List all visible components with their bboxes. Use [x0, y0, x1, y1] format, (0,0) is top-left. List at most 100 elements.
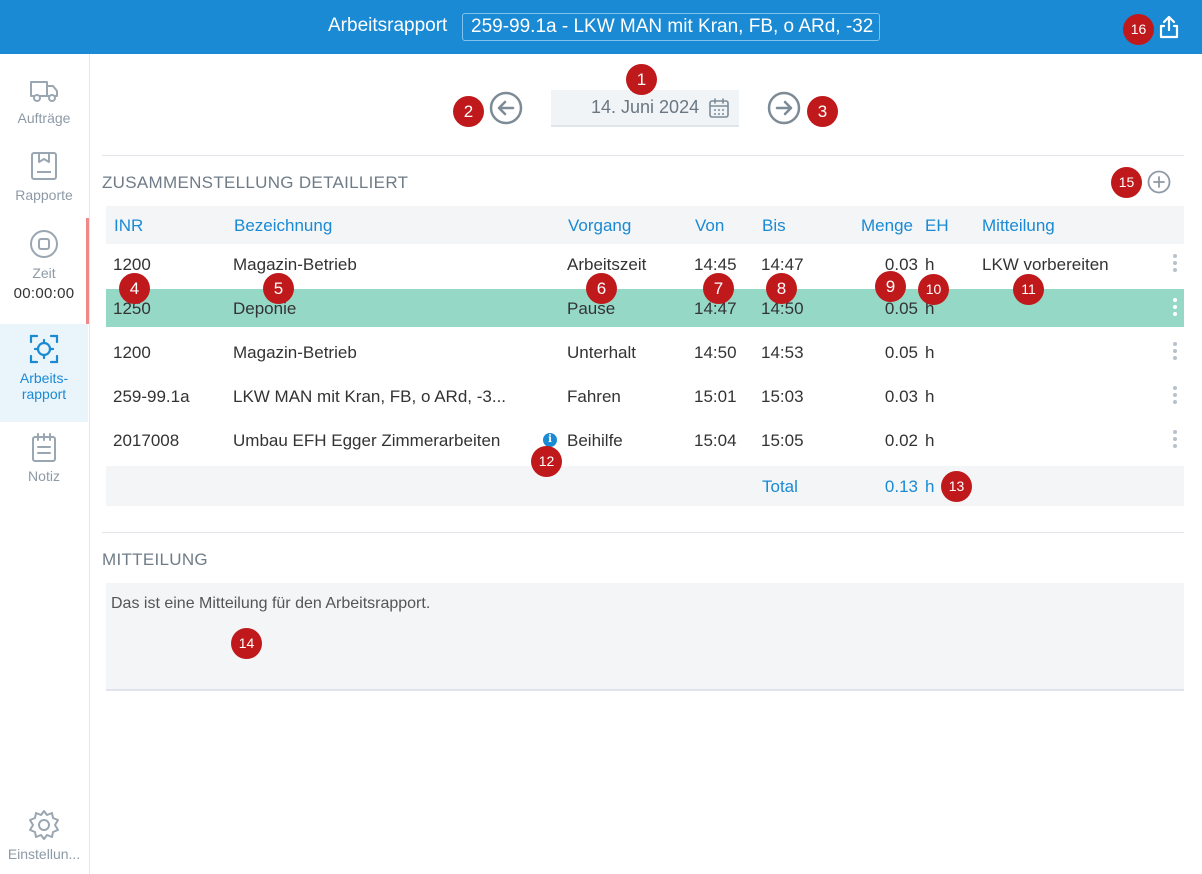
total-unit: h [925, 477, 935, 496]
cell-bis: 14:47 [761, 255, 804, 274]
row-menu-icon[interactable] [1172, 342, 1178, 362]
column-header-inr[interactable]: INR [114, 216, 144, 235]
sidebar-item-label: Einstellun... [7, 846, 81, 862]
cell-bis: 15:03 [761, 387, 804, 406]
annotation-badge: 13 [941, 471, 972, 502]
cell-vorgang: Fahren [567, 387, 621, 406]
cell-von: 14:50 [694, 343, 737, 362]
cell-von: 15:04 [694, 431, 737, 450]
sidebar-item-label: Rapporte [15, 187, 73, 203]
message-field[interactable]: Das ist eine Mitteilung für den Arbeitsr… [106, 583, 1184, 691]
annotation-badge: 11 [1013, 274, 1044, 305]
cell-bezeichnung: Magazin-Betrieb [233, 255, 357, 274]
row-menu-icon[interactable] [1172, 298, 1178, 318]
cell-bezeichnung: Umbau EFH Egger Zimmerarbeiten [233, 431, 501, 450]
cell-eh: h [925, 431, 935, 450]
report-icon [31, 152, 57, 180]
top-bar: Arbeitsrapport 259-99.1a - LKW MAN mit K… [0, 0, 1202, 54]
cell-bis: 14:50 [761, 299, 804, 318]
divider [102, 155, 1184, 156]
total-label: Total [762, 477, 798, 496]
target-icon [29, 334, 59, 364]
table-row[interactable]: 259-99.1a LKW MAN mit Kran, FB, o ARd, -… [106, 377, 1184, 415]
message-text: Das ist eine Mitteilung für den Arbeitsr… [111, 595, 431, 612]
cell-inr: 2017008 [113, 431, 180, 450]
column-header-mitteilung[interactable]: Mitteilung [982, 216, 1055, 235]
sidebar-item-label: rapport [21, 386, 67, 402]
cell-inr: 259-99.1a [113, 387, 190, 406]
total-value: 0.13 [884, 477, 918, 496]
cell-inr: 1200 [113, 343, 151, 362]
annotation-badge: 8 [766, 273, 797, 304]
cell-inr: 1200 [113, 255, 151, 274]
plus-circle-icon[interactable] [1147, 170, 1171, 194]
cell-bis: 14:53 [761, 343, 804, 362]
sidebar-item-label: Zeit [32, 265, 56, 281]
annotation-badge: 2 [453, 96, 484, 127]
cell-menge: 0.05 [884, 343, 918, 362]
info-icon[interactable]: i [543, 433, 557, 447]
cell-bis: 15:05 [761, 431, 804, 450]
stop-circle-icon [30, 230, 58, 258]
date-value: 14. Juni 2024 [591, 97, 700, 117]
cell-eh: h [925, 387, 935, 406]
annotation-badge: 7 [703, 273, 734, 304]
annotation-badge: 4 [119, 273, 150, 304]
sidebar-item-notiz[interactable]: Notiz [0, 430, 88, 484]
report-title-field[interactable]: 259-99.1a - LKW MAN mit Kran, FB, o ARd,… [462, 13, 880, 41]
share-icon[interactable] [1156, 14, 1182, 40]
annotation-badge: 6 [586, 273, 617, 304]
column-header-menge[interactable]: Menge [861, 216, 913, 235]
annotation-badge: 1 [626, 64, 657, 95]
cell-eh: h [925, 255, 935, 274]
date-picker[interactable]: 14. Juni 2024 [551, 90, 739, 127]
table-row[interactable]: 2017008 Umbau EFH Egger Zimmerarbeiten i… [106, 421, 1184, 459]
column-header-vorgang[interactable]: Vorgang [568, 216, 632, 235]
sidebar-item-arbeitsrapport[interactable]: Arbeits- rapport [0, 324, 88, 422]
column-header-bezeichnung[interactable]: Bezeichnung [234, 216, 333, 235]
arrow-left-circle-icon[interactable] [489, 91, 523, 125]
sidebar-item-auftraege[interactable]: Aufträge [0, 72, 88, 126]
cell-bezeichnung: Deponie [233, 299, 297, 318]
cell-mitteilung: LKW vorbereiten [982, 255, 1109, 274]
sidebar-item-einstellungen[interactable]: Einstellun... [0, 808, 88, 862]
sidebar-item-label: Notiz [28, 468, 60, 484]
page-title: Arbeitsrapport [328, 15, 448, 36]
column-header-von[interactable]: Von [695, 216, 725, 235]
cell-bezeichnung: Magazin-Betrieb [233, 343, 357, 362]
truck-icon [30, 81, 58, 102]
annotation-badge: 14 [231, 628, 262, 659]
calendar-icon[interactable] [708, 97, 730, 119]
column-header-eh[interactable]: EH [925, 216, 949, 235]
gear-icon [29, 810, 59, 840]
table-row[interactable]: 1200 Magazin-Betrieb Unterhalt 14:50 14:… [106, 333, 1184, 371]
row-menu-icon[interactable] [1172, 254, 1178, 274]
summary-title: ZUSAMMENSTELLUNG DETAILLIERT [102, 173, 409, 192]
annotation-badge: 3 [807, 96, 838, 127]
row-menu-icon[interactable] [1172, 386, 1178, 406]
annotation-badge: 12 [531, 446, 562, 477]
cell-vorgang: Beihilfe [567, 431, 623, 450]
annotation-badge: 16 [1123, 14, 1154, 45]
sidebar-item-rapporte[interactable]: Rapporte [0, 149, 88, 203]
sidebar-item-label: Aufträge [17, 110, 71, 126]
annotation-badge: 5 [263, 273, 294, 304]
table-row[interactable]: 1200 Magazin-Betrieb Arbeitszeit 14:45 1… [106, 245, 1184, 283]
arrow-right-circle-icon[interactable] [767, 91, 801, 125]
cell-eh: h [925, 343, 935, 362]
cell-von: 14:45 [694, 255, 737, 274]
zeit-indicator [86, 218, 89, 324]
cell-menge: 0.03 [884, 387, 918, 406]
annotation-badge: 15 [1111, 167, 1142, 198]
cell-von: 14:47 [694, 299, 737, 318]
notepad-icon [32, 433, 56, 462]
row-menu-icon[interactable] [1172, 430, 1178, 450]
sidebar: Aufträge Rapporte Zeit 00:00:00 Arbeits-… [0, 54, 90, 874]
message-title: MITTEILUNG [102, 550, 208, 569]
table-header: INR Bezeichnung Vorgang Von Bis Menge EH… [106, 206, 1184, 244]
annotation-badge: 10 [918, 274, 949, 305]
column-header-bis[interactable]: Bis [762, 216, 786, 235]
cell-von: 15:01 [694, 387, 737, 406]
cell-bezeichnung: LKW MAN mit Kran, FB, o ARd, -3... [233, 387, 507, 406]
sidebar-item-zeit[interactable]: Zeit 00:00:00 [0, 227, 88, 302]
